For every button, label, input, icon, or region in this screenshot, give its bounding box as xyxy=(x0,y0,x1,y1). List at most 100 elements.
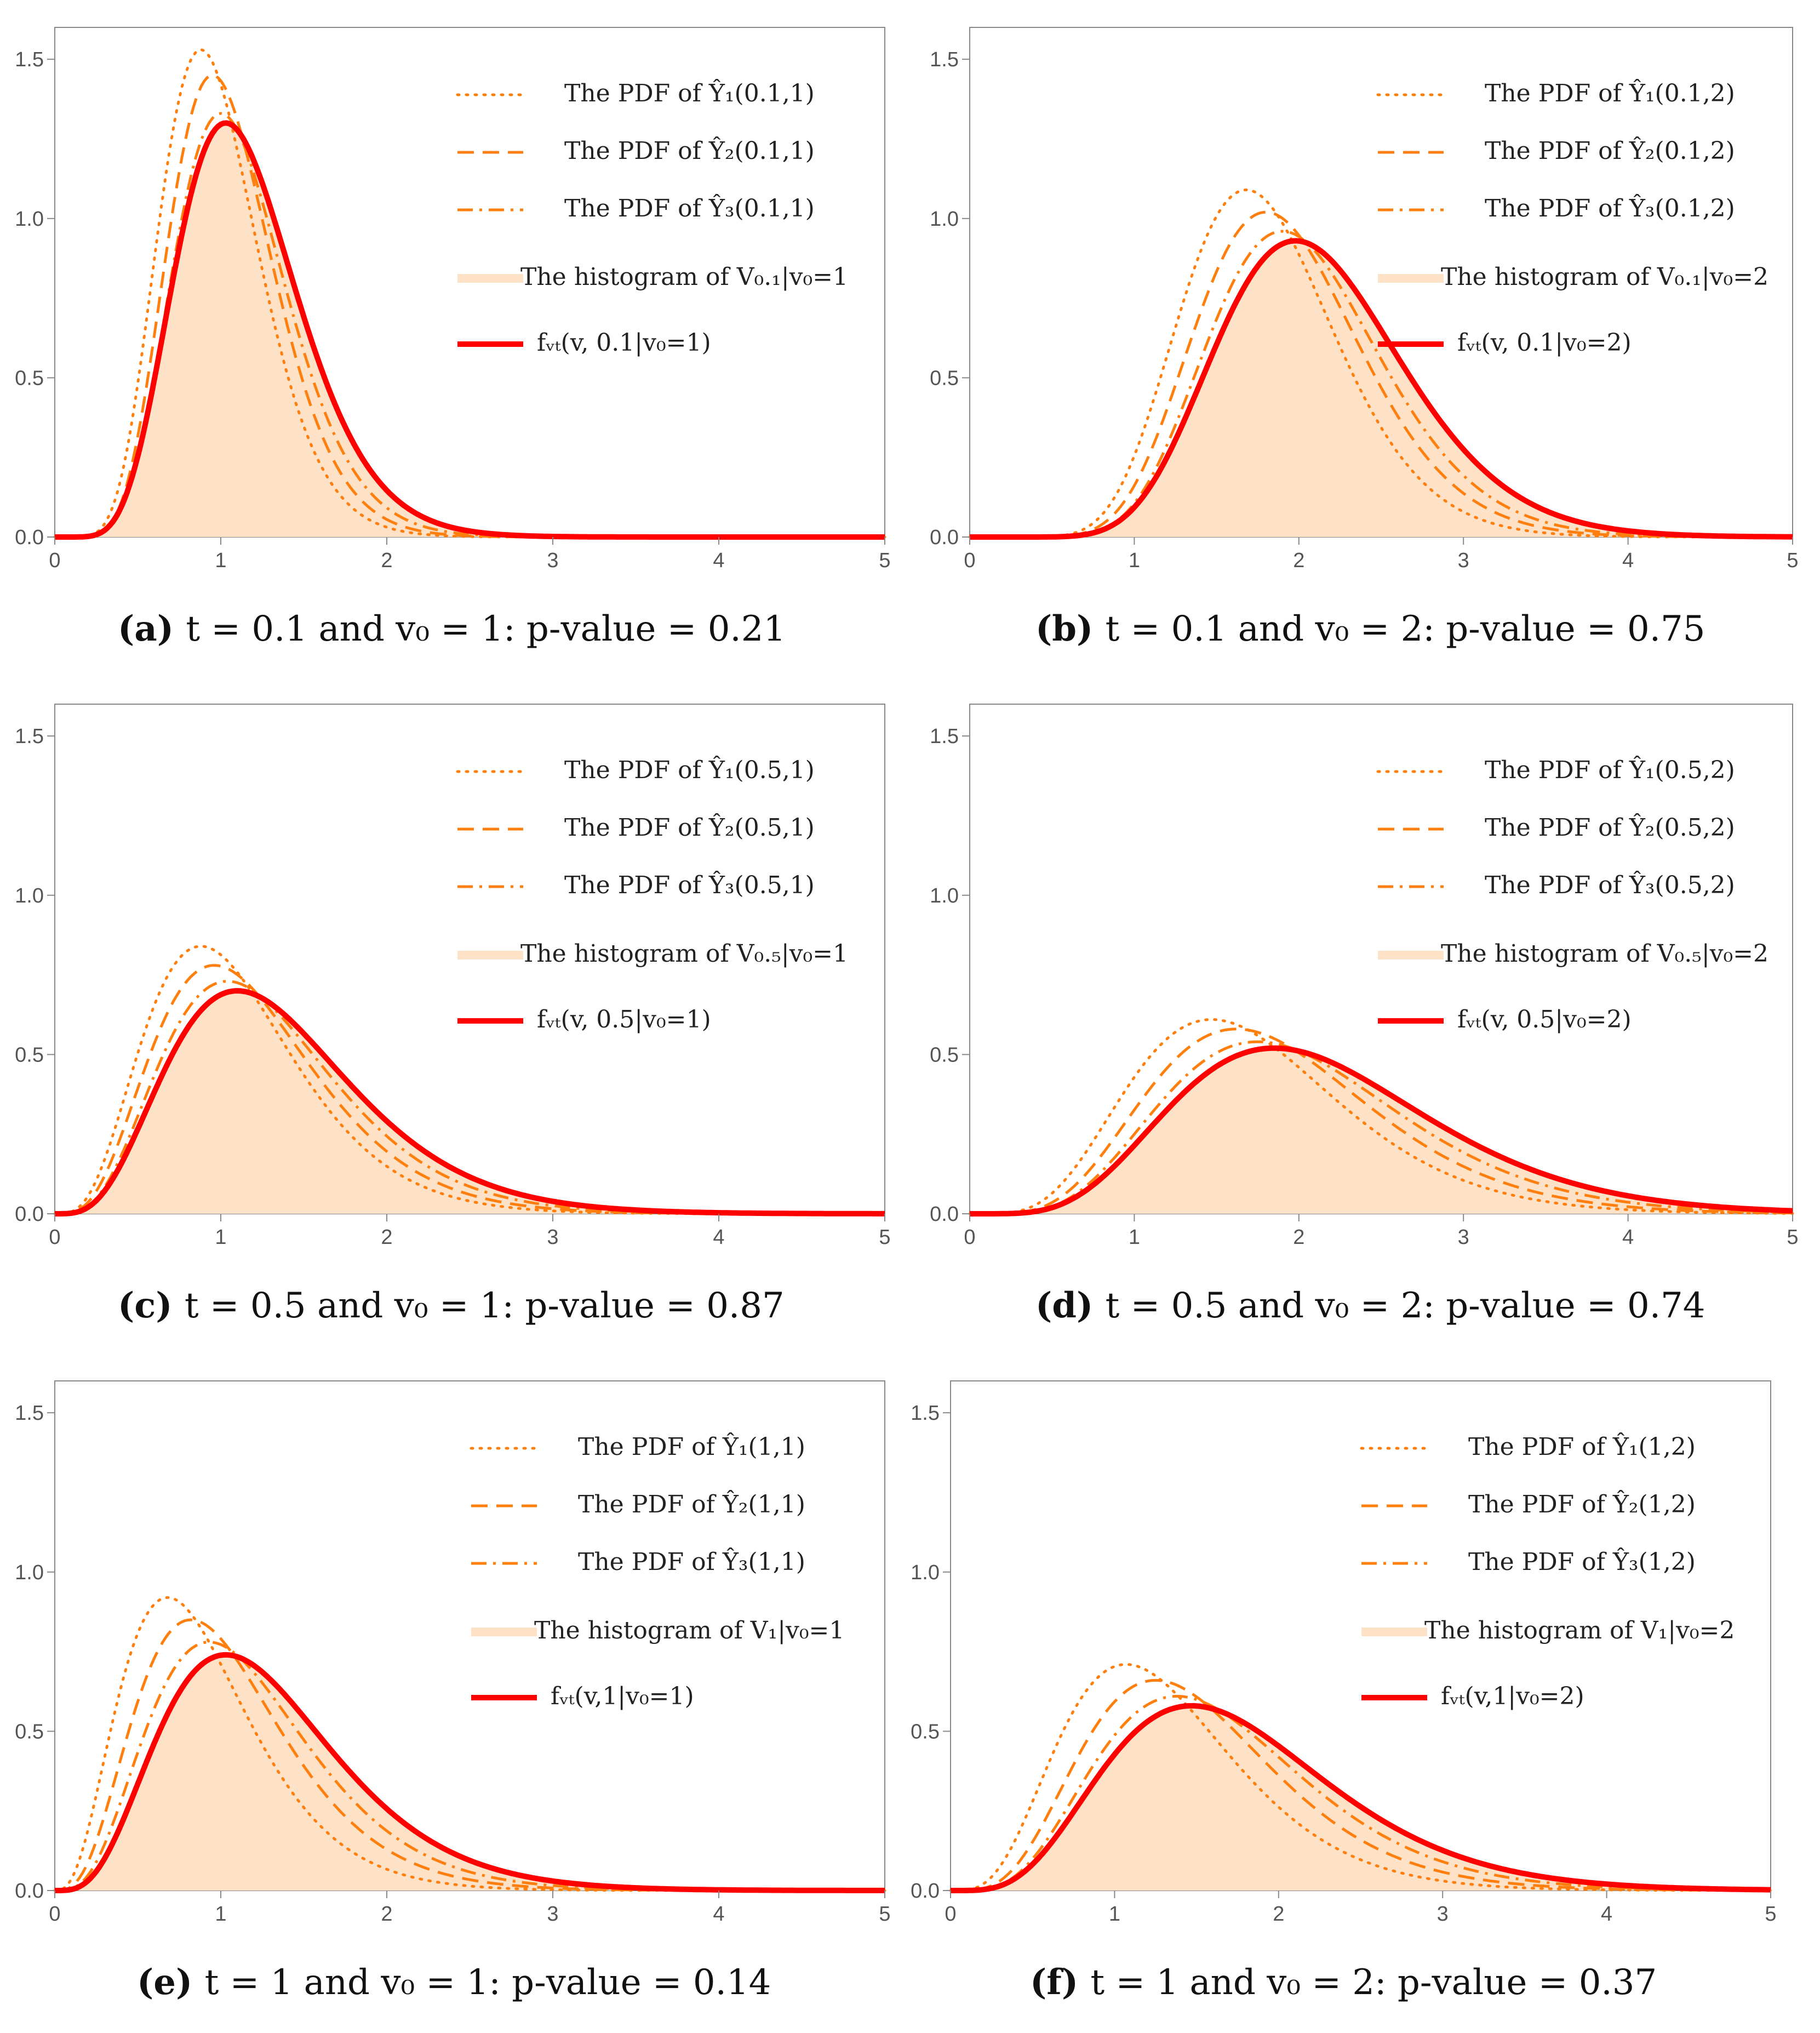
chart-e-xtick-label: 1 xyxy=(215,1903,226,1926)
chart-b-legend-label: The histogram of V₀.₁|v₀=2 xyxy=(1441,263,1769,291)
chart-d-xtick-label: 4 xyxy=(1622,1226,1634,1249)
caption-b: (b) t = 0.1 and v₀ = 2: p-value = 0.75 xyxy=(1035,608,1705,649)
chart-f-xtick-label: 2 xyxy=(1273,1903,1284,1926)
chart-f-series-dotted xyxy=(949,1663,1772,1892)
chart-c-svg: 0 1 2 3 4 5 0.0 0.5 1.0 1.5 The PDF of Ŷ₁(0.5,1) Th… xyxy=(15,704,891,1249)
chart-c-xtick-label: 2 xyxy=(381,1226,392,1249)
chart-b-xtick-label: 5 xyxy=(1787,549,1798,572)
chart-a-xtick-label: 3 xyxy=(547,549,558,572)
chart-e-series-solid xyxy=(55,1652,885,1893)
caption-e: (e) t = 1 and v₀ = 1: p-value = 0.14 xyxy=(137,1962,771,2003)
chart-a-xtick-label: 0 xyxy=(49,549,60,572)
chart-c-xtick-label: 0 xyxy=(49,1226,60,1249)
caption-c-text: t = 0.5 and v₀ = 1: p-value = 0.87 xyxy=(184,1286,785,1326)
chart-c-histogram xyxy=(55,991,885,1214)
chart-d-histogram xyxy=(970,1048,1793,1214)
chart-f-ytick-label: 0.5 xyxy=(911,1720,940,1743)
chart-b-xtick-label: 0 xyxy=(964,549,975,572)
caption-f: (f) t = 1 and v₀ = 2: p-value = 0.37 xyxy=(1030,1962,1657,2003)
chart-f-legend-label: The PDF of Ŷ₃(1,2) xyxy=(1468,1547,1696,1576)
caption-d-label: (d) xyxy=(1035,1285,1106,1326)
chart-c-legend-label: fᵥₜ(v, 0.5|v₀=1) xyxy=(537,1006,711,1033)
chart-a-legend-label: The PDF of Ŷ₁(0.1,1) xyxy=(564,78,815,107)
chart-f-legend-label: fᵥₜ(v,1|v₀=2) xyxy=(1441,1682,1584,1710)
chart-a-ytick-label: 1.5 xyxy=(15,48,44,71)
caption-b-text: t = 0.1 and v₀ = 2: p-value = 0.75 xyxy=(1105,609,1705,649)
chart-f-ytick-label: 0.0 xyxy=(911,1880,940,1903)
chart-f-series-solid xyxy=(951,1703,1771,1893)
chart-a-legend-label: fᵥₜ(v, 0.1|v₀=1) xyxy=(537,329,711,357)
caption-a-label: (a) xyxy=(118,608,186,649)
chart-panel-c: 0 1 2 3 4 5 0.0 0.5 1.0 1.5 The PDF of Ŷ₁(0.5,1) Th… xyxy=(0,677,909,1354)
chart-d-xtick-label: 1 xyxy=(1129,1226,1140,1249)
chart-a-histogram xyxy=(55,123,885,537)
chart-d-xtick-label: 0 xyxy=(964,1226,975,1249)
caption-a-text: t = 0.1 and v₀ = 1: p-value = 0.21 xyxy=(186,609,786,649)
chart-d-ytick-label: 1.5 xyxy=(930,725,959,748)
chart-c-ytick-label: 0.0 xyxy=(15,1203,44,1226)
chart-e-legend-label: The PDF of Ŷ₂(1,1) xyxy=(578,1489,805,1518)
chart-e-histogram xyxy=(55,1654,885,1891)
chart-panel-f: 0 1 2 3 4 5 0.0 0.5 1.0 1.5 The PDF of Ŷ₁(1,2) The … xyxy=(909,1354,1820,2033)
chart-c-series-solid xyxy=(55,988,885,1217)
chart-a-xtick-label: 5 xyxy=(879,549,890,572)
chart-f-legend-label: The PDF of Ŷ₂(1,2) xyxy=(1468,1489,1696,1518)
chart-f-xtick-label: 5 xyxy=(1765,1903,1776,1926)
chart-d-ytick-label: 1.0 xyxy=(930,884,959,907)
chart-f-legend-label: The histogram of V₁|v₀=2 xyxy=(1424,1617,1735,1644)
chart-e-legend-label: The PDF of Ŷ₃(1,1) xyxy=(578,1547,805,1576)
chart-d-xtick-label: 5 xyxy=(1787,1226,1798,1249)
chart-b-series-solid xyxy=(970,238,1793,540)
chart-c-ytick-label: 0.5 xyxy=(15,1043,44,1066)
chart-f-legend-label: The PDF of Ŷ₁(1,2) xyxy=(1468,1432,1696,1461)
chart-a-ytick-label: 1.0 xyxy=(15,208,44,231)
chart-e-ytick-label: 0.0 xyxy=(15,1880,44,1903)
chart-b-ytick-label: 1.5 xyxy=(930,48,959,71)
chart-d-xtick-label: 3 xyxy=(1458,1226,1469,1249)
chart-c-xtick-label: 4 xyxy=(713,1226,724,1249)
chart-e-xtick-label: 4 xyxy=(713,1903,724,1926)
caption-f-label: (f) xyxy=(1030,1962,1091,2003)
chart-panel-e: 0 1 2 3 4 5 0.0 0.5 1.0 1.5 The PDF of Ŷ₁(1,1) The … xyxy=(0,1354,909,2033)
chart-f-xtick-label: 4 xyxy=(1601,1903,1612,1926)
chart-panel-a: 0 1 2 3 4 5 0.0 0.5 1.0 1.5 The PDF of Ŷ₁(0.1,1) Th… xyxy=(0,0,909,666)
caption-f-text: t = 1 and v₀ = 2: p-value = 0.37 xyxy=(1090,1962,1657,2003)
caption-a: (a) t = 0.1 and v₀ = 1: p-value = 0.21 xyxy=(118,608,786,649)
chart-b-series-dotted xyxy=(968,188,1794,539)
chart-a-ytick-label: 0.0 xyxy=(15,526,44,549)
chart-b-ytick-label: 1.0 xyxy=(930,208,959,231)
chart-b-legend-label: The PDF of Ŷ₂(0.1,2) xyxy=(1485,136,1735,165)
caption-e-text: t = 1 and v₀ = 1: p-value = 0.14 xyxy=(204,1962,771,2003)
caption-d: (d) t = 0.5 and v₀ = 2: p-value = 0.74 xyxy=(1035,1285,1705,1326)
chart-d-legend-label: fᵥₜ(v, 0.5|v₀=2) xyxy=(1457,1006,1632,1033)
chart-c-xtick-label: 1 xyxy=(215,1226,226,1249)
chart-a-xtick-label: 1 xyxy=(215,549,226,572)
chart-e-ytick-label: 0.5 xyxy=(15,1720,44,1743)
chart-b-xtick-label: 4 xyxy=(1622,549,1634,572)
chart-a-ytick-label: 0.5 xyxy=(15,367,44,390)
chart-e-ytick-label: 1.5 xyxy=(15,1402,44,1425)
chart-a-series-solid xyxy=(55,120,885,540)
chart-c-legend-label: The PDF of Ŷ₁(0.5,1) xyxy=(564,755,815,784)
chart-d-svg: 0 1 2 3 4 5 0.0 0.5 1.0 1.5 The PDF of Ŷ₁(0.5,2) Th… xyxy=(930,704,1799,1249)
chart-d-ytick-label: 0.5 xyxy=(930,1043,959,1066)
chart-f-series-dashdot xyxy=(951,1694,1771,1892)
chart-c-legend-label: The PDF of Ŷ₂(0.5,1) xyxy=(564,813,815,842)
chart-a-xtick-label: 2 xyxy=(381,549,392,572)
chart-panel-d: 0 1 2 3 4 5 0.0 0.5 1.0 1.5 The PDF of Ŷ₁(0.5,2) Th… xyxy=(909,677,1820,1354)
chart-b-svg: 0 1 2 3 4 5 0.0 0.5 1.0 1.5 The PDF of Ŷ₁(0.1,2) Th… xyxy=(930,27,1799,572)
chart-a-legend-label: The PDF of Ŷ₂(0.1,1) xyxy=(564,136,815,165)
chart-d-xtick-label: 2 xyxy=(1293,1226,1304,1249)
chart-d-series-dashed xyxy=(970,1027,1793,1215)
chart-e-xtick-label: 5 xyxy=(879,1903,890,1926)
chart-d-series-dashdot xyxy=(970,1040,1793,1215)
chart-a-xtick-label: 4 xyxy=(713,549,724,572)
chart-c-xtick-label: 3 xyxy=(547,1226,558,1249)
chart-a-legend-label: The histogram of V₀.₁|v₀=1 xyxy=(520,263,848,291)
chart-c-ytick-label: 1.0 xyxy=(15,884,44,907)
chart-d-ytick-label: 0.0 xyxy=(930,1203,959,1226)
chart-b-xtick-label: 3 xyxy=(1458,549,1469,572)
chart-e-svg: 0 1 2 3 4 5 0.0 0.5 1.0 1.5 The PDF of Ŷ₁(1,1) The … xyxy=(15,1380,891,1926)
chart-c-xtick-label: 5 xyxy=(879,1226,890,1249)
chart-f-ytick-label: 1.5 xyxy=(911,1402,940,1425)
